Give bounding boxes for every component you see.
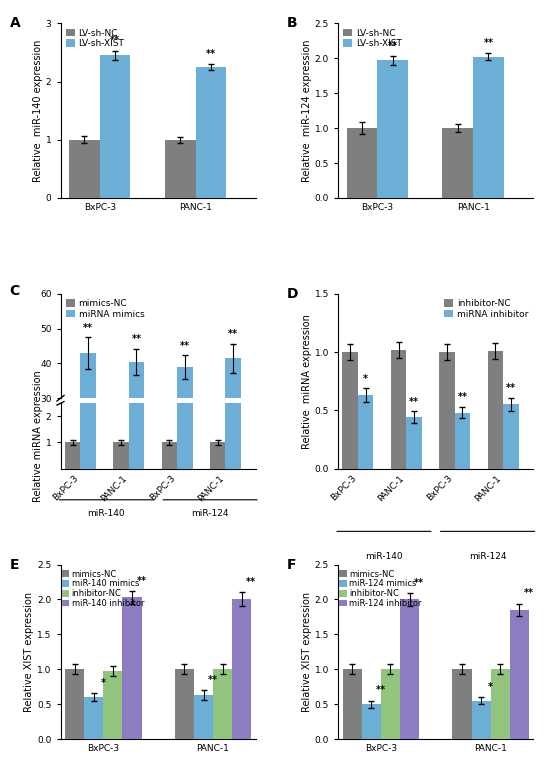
Text: **: ** [483, 38, 493, 48]
Bar [194, 695, 213, 739]
Bar [406, 417, 422, 468]
Text: **: ** [83, 323, 93, 333]
Y-axis label: Relative miRNA expression: Relative miRNA expression [33, 370, 43, 502]
Text: B: B [287, 16, 298, 30]
Text: **: ** [524, 588, 534, 598]
Bar [487, 351, 503, 468]
Bar [226, 358, 241, 503]
Bar [453, 669, 471, 739]
Bar [129, 0, 144, 468]
Bar [210, 499, 225, 503]
Text: *: * [488, 682, 493, 692]
Y-axis label: Relative XIST expression: Relative XIST expression [302, 592, 312, 712]
Legend: mimics-NC, miR-140 mimics, inhibitor-NC, miR-140 inhibitor: mimics-NC, miR-140 mimics, inhibitor-NC,… [60, 569, 145, 609]
Text: miR-124: miR-124 [191, 509, 229, 518]
Y-axis label: Relative  miRNA expression: Relative miRNA expression [302, 314, 312, 449]
Bar [226, 0, 241, 468]
Legend: mimics-NC, miR-124 mimics, inhibitor-NC, miR-124 inhibitor: mimics-NC, miR-124 mimics, inhibitor-NC,… [338, 569, 422, 609]
Text: A: A [10, 16, 20, 30]
Bar [69, 140, 100, 198]
Bar [473, 57, 504, 198]
Bar [129, 362, 144, 503]
Bar [358, 395, 373, 468]
Bar [346, 128, 377, 198]
Bar [439, 352, 455, 468]
Y-axis label: Relative  miR-140 expression: Relative miR-140 expression [33, 40, 43, 182]
Bar [165, 140, 196, 198]
Bar [162, 443, 177, 468]
Text: **: ** [180, 341, 190, 351]
Bar [455, 412, 470, 468]
Bar [103, 671, 123, 739]
Bar [471, 701, 491, 739]
Bar [84, 697, 103, 739]
Bar [65, 669, 84, 739]
Bar [177, 367, 192, 503]
Bar [113, 443, 129, 468]
Bar [377, 61, 408, 198]
Bar [80, 353, 96, 503]
Text: **: ** [136, 576, 146, 586]
Text: E: E [10, 558, 19, 572]
Bar [65, 443, 80, 468]
Text: *: * [363, 374, 368, 384]
Text: **: ** [208, 675, 218, 685]
Text: *: * [101, 678, 106, 688]
Bar [343, 669, 362, 739]
Bar [503, 405, 519, 468]
Bar [232, 599, 251, 739]
Text: miR-140: miR-140 [365, 552, 403, 561]
Text: **: ** [506, 383, 516, 393]
Bar [362, 704, 381, 739]
Text: **: ** [414, 578, 424, 588]
Bar [100, 55, 130, 198]
Bar [213, 669, 232, 739]
Text: miR-124: miR-124 [469, 552, 507, 561]
Text: **: ** [388, 41, 398, 51]
Text: **: ** [409, 397, 419, 407]
Bar [491, 669, 510, 739]
Bar [210, 443, 225, 468]
Text: **: ** [228, 329, 238, 339]
Bar [80, 0, 96, 468]
Bar [443, 128, 473, 198]
Text: **: ** [458, 392, 468, 402]
Bar [510, 610, 529, 739]
Bar [391, 350, 406, 468]
Legend: LV-sh-NC, LV-sh-XIST: LV-sh-NC, LV-sh-XIST [343, 28, 403, 49]
Text: **: ** [131, 335, 141, 345]
Bar [175, 669, 194, 739]
Legend: inhibitor-NC, miRNA inhibitor: inhibitor-NC, miRNA inhibitor [443, 299, 529, 320]
Bar [381, 669, 400, 739]
Text: **: ** [110, 36, 120, 45]
Text: **: ** [206, 49, 216, 59]
Bar [177, 0, 192, 468]
Text: F: F [287, 558, 297, 572]
Text: D: D [287, 287, 299, 301]
Bar [65, 499, 80, 503]
Legend: mimics-NC, miRNA mimics: mimics-NC, miRNA mimics [65, 299, 145, 320]
Text: miR-140: miR-140 [87, 509, 125, 518]
Bar [400, 599, 419, 739]
Bar [113, 499, 129, 503]
Y-axis label: Relative  miR-124 expression: Relative miR-124 expression [302, 40, 312, 182]
Text: **: ** [376, 685, 386, 696]
Text: **: ** [246, 577, 256, 587]
Text: C: C [10, 283, 20, 297]
Bar [123, 598, 141, 739]
Y-axis label: Relative XIST expression: Relative XIST expression [24, 592, 34, 712]
Bar [343, 352, 358, 468]
Bar [162, 499, 177, 503]
Legend: LV-sh-NC, LV-sh-XIST: LV-sh-NC, LV-sh-XIST [65, 28, 125, 49]
Bar [196, 67, 226, 198]
